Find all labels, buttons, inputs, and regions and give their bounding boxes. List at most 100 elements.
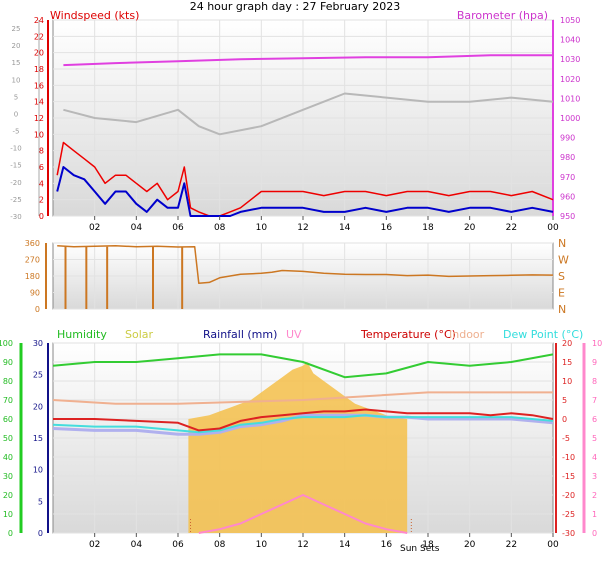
x-tick-label: 08: [214, 540, 226, 550]
outer-tick-label: 10: [12, 76, 21, 84]
wind-tick-label: 4: [39, 179, 44, 188]
x-tick-label: 04: [131, 540, 143, 550]
uv-tick-label: 3: [592, 472, 597, 481]
x-tick-label: 04: [131, 223, 143, 233]
baro-tick-label: 950: [560, 212, 575, 221]
direction-degree-axis: 0 90 180 270 360: [25, 239, 40, 314]
wind-tick-label: 0: [39, 212, 44, 221]
x-tick-label: 14: [339, 223, 351, 233]
x-tick-label: 06: [172, 540, 184, 550]
baro-tick-label: 1000: [560, 114, 580, 123]
uv-tick-label: 1: [592, 510, 597, 519]
series-barometer: [63, 54, 553, 67]
temp-x-axis: 02 04 06 08 10 12 14 16 18 20 22 00: [89, 533, 559, 550]
temp-panel: 0102030405060708090100051015202530-30-25…: [0, 328, 602, 554]
temp-tick-label: 20: [562, 339, 572, 348]
uv-tick-label: 5: [592, 434, 597, 443]
wind-tick-label: 16: [34, 81, 44, 90]
legend-dew-point: Dew Point (°C): [503, 328, 583, 341]
legend-uv: UV: [286, 328, 302, 341]
humidity-tick-label: 70: [3, 396, 13, 405]
direction-series: [57, 245, 554, 309]
humidity-tick-label: 50: [3, 434, 13, 443]
series-wind-direction: [57, 245, 554, 285]
temp-tick-label: -10: [562, 453, 575, 462]
compass-tick-label: W: [558, 254, 569, 267]
series-dew-point: [52, 414, 554, 434]
humidity-tick-label: 90: [3, 358, 13, 367]
x-tick-label: 20: [464, 540, 476, 550]
outer-tick-label: -5: [13, 128, 20, 136]
compass-tick-label: E: [558, 287, 565, 300]
x-tick-label: 02: [89, 540, 100, 550]
x-tick-label: 12: [297, 540, 308, 550]
rain-tick-label: 5: [38, 497, 43, 506]
baro-tick-label: 1020: [560, 75, 580, 84]
baro-tick-label: 980: [560, 153, 575, 162]
temp-tick-label: -25: [562, 510, 575, 519]
outer-tick-label: -15: [10, 162, 21, 170]
baro-tick-label: 960: [560, 192, 575, 201]
wind-tick-label: 22: [34, 32, 44, 41]
series-grey: [63, 92, 554, 136]
wind-tick-label: 20: [34, 49, 44, 58]
wind-tick-label: 8: [39, 147, 44, 156]
temp-tick-label: -20: [562, 491, 575, 500]
x-tick-label: 00: [547, 223, 559, 233]
sunset-annotation: Sun Sets: [400, 544, 440, 554]
baro-tick-label: 1050: [560, 16, 580, 25]
temp-axes: 0102030405060708090100051015202530-30-25…: [0, 339, 602, 538]
x-tick-label: 14: [339, 540, 351, 550]
x-tick-label: 20: [464, 223, 476, 233]
wind-tick-label: 6: [39, 163, 44, 172]
x-tick-label: 16: [381, 223, 393, 233]
outer-tick-label: 20: [12, 42, 21, 50]
graph-title: 24 hour graph day : 27 February 2023: [190, 0, 401, 13]
legend-indoor: Indoor: [449, 328, 485, 341]
wind-tick-label: 18: [34, 65, 44, 74]
baro-tick-label: 1040: [560, 36, 580, 45]
x-tick-label: 10: [256, 223, 268, 233]
temp-tick-label: -15: [562, 472, 575, 481]
rain-tick-label: 20: [33, 402, 43, 411]
rain-tick-label: 25: [33, 371, 43, 380]
rain-tick-label: 15: [33, 434, 43, 443]
series-apparent: [52, 413, 554, 436]
temp-tick-label: -30: [562, 529, 575, 538]
direction-tick-label: 90: [30, 289, 40, 298]
temp-tick-label: 0: [562, 415, 567, 424]
x-tick-label: 16: [381, 540, 393, 550]
baro-tick-label: 1010: [560, 94, 580, 103]
baro-axis-label: Barometer (hpa): [457, 9, 548, 22]
outer-tick-label: 15: [12, 59, 21, 67]
rain-tick-label: 0: [38, 529, 43, 538]
series-temperature: [53, 408, 554, 432]
compass-tick-label: N: [558, 237, 566, 250]
temp-tick-label: 10: [562, 377, 572, 386]
direction-tick-label: 360: [25, 239, 40, 248]
rain-tick-label: 30: [33, 339, 43, 348]
uv-tick-label: 6: [592, 415, 597, 424]
humidity-tick-label: 100: [0, 339, 13, 348]
legend-solar: Solar: [125, 328, 154, 341]
uv-tick-label: 2: [592, 491, 597, 500]
compass-tick-label: S: [558, 270, 565, 283]
humidity-tick-label: 0: [8, 529, 13, 538]
temp-tick-label: 5: [562, 396, 567, 405]
uv-tick-label: 8: [592, 377, 597, 386]
series-humidity: [52, 353, 554, 379]
direction-tick-label: 180: [25, 272, 40, 281]
wind-tick-label: 14: [34, 98, 44, 107]
x-tick-label: 10: [256, 540, 268, 550]
uv-tick-label: 4: [592, 453, 597, 462]
series-solar: [188, 362, 408, 533]
legend-rainfall: Rainfall (mm): [203, 328, 277, 341]
rain-tick-label: 10: [33, 466, 43, 475]
temp-tick-label: 15: [562, 358, 572, 367]
x-tick-label: 08: [214, 223, 226, 233]
humidity-tick-label: 40: [3, 453, 13, 462]
series-indoor: [52, 391, 553, 405]
